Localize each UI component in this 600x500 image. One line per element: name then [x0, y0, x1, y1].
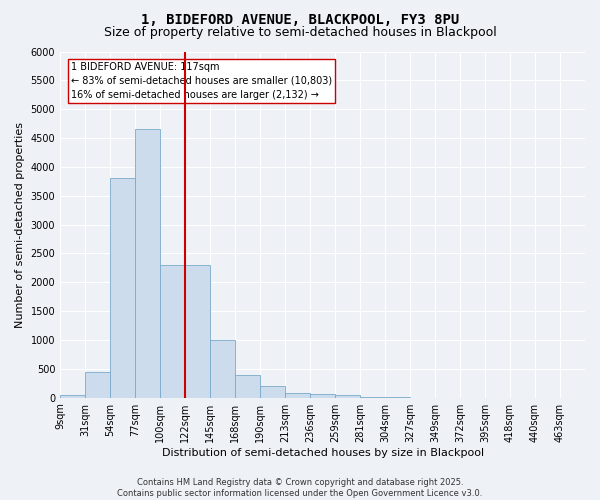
Y-axis label: Number of semi-detached properties: Number of semi-detached properties	[15, 122, 25, 328]
Text: Contains HM Land Registry data © Crown copyright and database right 2025.
Contai: Contains HM Land Registry data © Crown c…	[118, 478, 482, 498]
Bar	[185, 265, 210, 398]
Text: 1, BIDEFORD AVENUE, BLACKPOOL, FY3 8PU: 1, BIDEFORD AVENUE, BLACKPOOL, FY3 8PU	[141, 12, 459, 26]
X-axis label: Distribution of semi-detached houses by size in Blackpool: Distribution of semi-detached houses by …	[161, 448, 484, 458]
Bar	[210, 340, 235, 398]
Bar	[110, 178, 135, 398]
Text: 1 BIDEFORD AVENUE: 117sqm
← 83% of semi-detached houses are smaller (10,803)
16%: 1 BIDEFORD AVENUE: 117sqm ← 83% of semi-…	[71, 62, 332, 100]
Bar	[60, 395, 85, 398]
Bar	[360, 397, 385, 398]
Bar	[310, 394, 335, 398]
Bar	[260, 386, 285, 398]
Bar	[285, 392, 310, 398]
Bar	[235, 374, 260, 398]
Bar	[160, 265, 185, 398]
Text: Size of property relative to semi-detached houses in Blackpool: Size of property relative to semi-detach…	[104, 26, 496, 39]
Bar	[85, 372, 110, 398]
Bar	[335, 396, 360, 398]
Bar	[135, 130, 160, 398]
